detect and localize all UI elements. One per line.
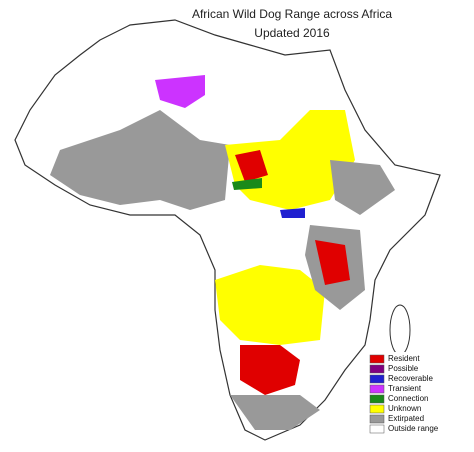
legend-label: Resident bbox=[388, 354, 420, 363]
legend-swatch bbox=[369, 394, 385, 404]
map-subtitle: Updated 2016 bbox=[254, 26, 330, 40]
legend-swatch bbox=[369, 354, 385, 364]
map-title: African Wild Dog Range across Africa bbox=[192, 7, 392, 21]
possible-area bbox=[155, 75, 205, 108]
extirpated-area bbox=[230, 395, 320, 430]
legend-swatch bbox=[369, 404, 385, 414]
extirpated-area bbox=[330, 160, 395, 215]
legend-label: Transient bbox=[388, 384, 422, 393]
legend-swatch bbox=[369, 374, 385, 384]
legend-label: Connection bbox=[388, 394, 428, 403]
resident-area bbox=[235, 150, 268, 182]
legend-label: Possible bbox=[388, 364, 419, 373]
legend-label: Outside range bbox=[388, 424, 439, 433]
resident-area bbox=[315, 240, 350, 285]
legend-swatch bbox=[369, 424, 385, 434]
madagascar bbox=[389, 304, 411, 356]
legend: ResidentPossibleRecoverableTransientConn… bbox=[366, 352, 439, 436]
extirpated-area bbox=[50, 110, 230, 210]
continent bbox=[14, 19, 441, 441]
recoverable-area bbox=[280, 208, 305, 218]
unknown-area bbox=[215, 265, 325, 345]
legend-swatch bbox=[369, 384, 385, 394]
legend-swatch bbox=[369, 364, 385, 374]
legend-swatch bbox=[369, 414, 385, 424]
resident-area bbox=[240, 345, 300, 395]
legend-label: Recoverable bbox=[388, 374, 433, 383]
legend-label: Extirpated bbox=[388, 414, 424, 423]
connection-area bbox=[232, 178, 262, 190]
legend-label: Unknown bbox=[388, 404, 421, 413]
